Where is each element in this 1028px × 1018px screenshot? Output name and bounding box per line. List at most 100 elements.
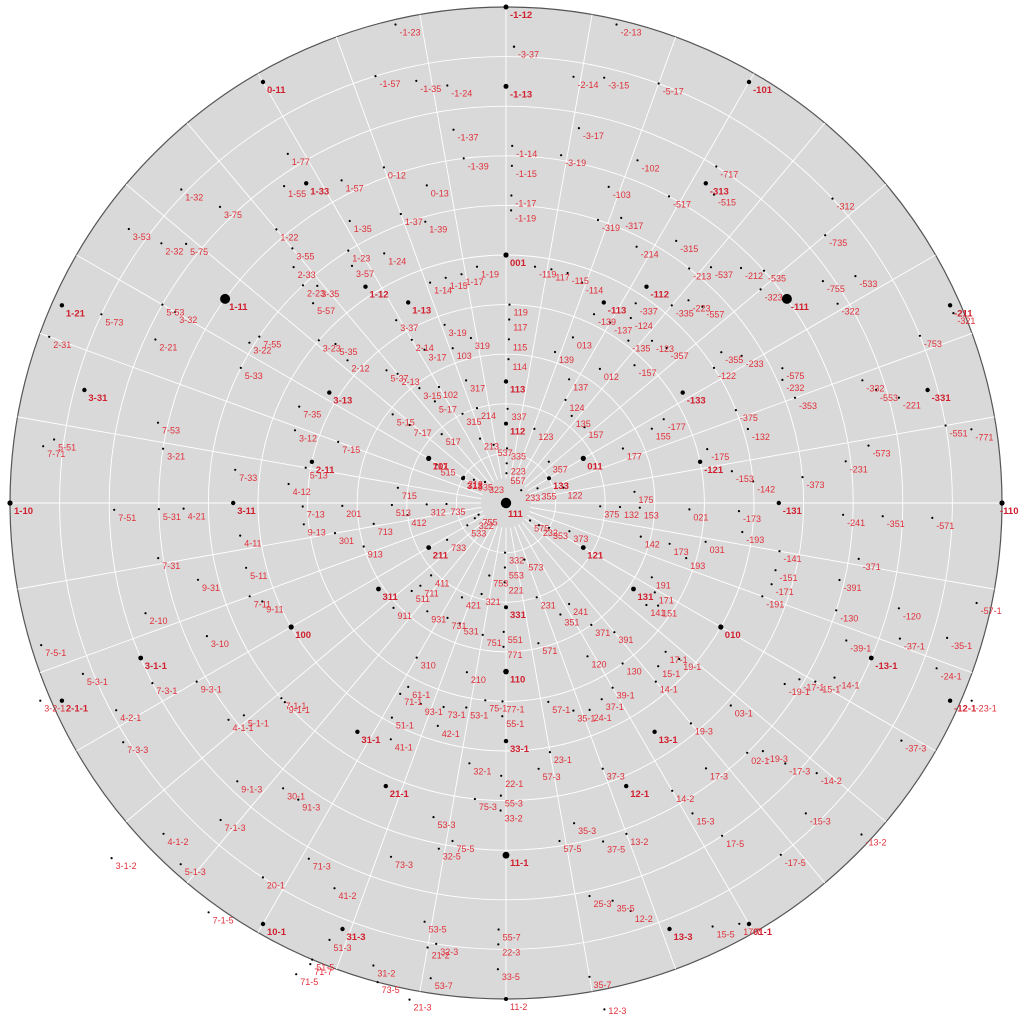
pole-label: 57-5 <box>564 844 582 854</box>
pole-label: 5-1-3 <box>185 867 206 877</box>
pole-label: -14-2 <box>821 776 842 786</box>
pole-marker <box>776 500 781 506</box>
pole-marker <box>572 75 575 78</box>
pole-marker <box>975 601 978 605</box>
pole-marker <box>236 780 239 783</box>
pole-label: 553 <box>509 571 524 581</box>
pole-label: -735 <box>829 238 847 248</box>
pole-marker <box>548 751 552 754</box>
pole-label: 103 <box>457 351 472 361</box>
pole-label: 9-31 <box>202 583 220 593</box>
pole-label: 51-1 <box>396 721 414 731</box>
pole-marker <box>425 503 428 506</box>
pole-label: 151 <box>662 609 677 619</box>
pole-marker <box>234 468 237 471</box>
pole-marker <box>328 938 331 942</box>
grid-radial-line <box>335 526 498 970</box>
pole-label: -753 <box>924 339 942 349</box>
pole-marker <box>898 637 902 640</box>
pole-label: 371 <box>595 628 610 638</box>
pole-marker <box>53 438 56 441</box>
pole-label: 102 <box>443 390 458 400</box>
pole-marker <box>508 318 511 321</box>
pole-label: 17-1 <box>670 655 688 665</box>
pole-marker <box>451 347 454 350</box>
pole-marker <box>627 339 630 342</box>
pole-marker <box>688 267 691 270</box>
pole-marker <box>925 387 930 393</box>
pole-label: 421 <box>466 600 481 610</box>
pole-marker <box>488 574 491 577</box>
pole-label: -131 <box>783 506 803 517</box>
pole-marker <box>590 623 593 627</box>
pole-marker <box>340 179 343 182</box>
grid-radial-line <box>530 416 995 500</box>
pole-marker <box>730 470 734 473</box>
pole-marker <box>621 662 624 665</box>
pole-label: 5-31 <box>163 512 181 522</box>
pole-marker <box>580 455 586 461</box>
pole-label: -193 <box>746 535 764 545</box>
pole-label: -332 <box>866 383 884 393</box>
pole-label: -124 <box>635 321 653 331</box>
pole-label: 711 <box>424 589 438 599</box>
pole-label: 753 <box>493 579 508 589</box>
pole-label: -17-3 <box>789 767 810 777</box>
pole-marker <box>443 323 446 326</box>
pole-label: 7-55 <box>263 340 281 350</box>
pole-label: 357 <box>553 465 568 475</box>
pole-label: 2-23 <box>307 288 325 298</box>
pole-label: -1-13 <box>510 89 532 100</box>
pole-label: 010 <box>725 630 741 641</box>
pole-marker <box>602 840 605 843</box>
grid-radial-line <box>335 36 498 480</box>
pole-label: 4-1-1 <box>233 723 254 733</box>
pole-label: 1-57 <box>346 183 364 193</box>
pole-marker <box>759 288 762 291</box>
pole-marker <box>662 418 665 421</box>
pole-marker <box>650 576 653 579</box>
pole-marker <box>737 510 741 513</box>
pole-marker <box>337 440 340 443</box>
pole-marker <box>701 305 704 308</box>
pole-label: -223 <box>693 303 711 313</box>
pole-marker <box>631 586 636 592</box>
pole-marker <box>220 293 231 304</box>
pole-marker <box>418 387 421 390</box>
pole-label: 12-3 <box>608 1006 626 1016</box>
pole-label: 715 <box>402 491 417 501</box>
pole-label: -371 <box>863 562 881 572</box>
pole-label: 1-39 <box>429 225 447 235</box>
grid-radial-line <box>521 521 826 884</box>
pole-label: 1-13 <box>412 305 431 316</box>
pole-label: -1-19 <box>515 213 536 223</box>
pole-marker <box>460 273 463 276</box>
pole-marker <box>196 578 200 581</box>
pole-marker <box>302 523 305 526</box>
pole-marker <box>947 698 953 703</box>
pole-label: 3-57 <box>356 269 374 279</box>
pole-label: 315 <box>467 417 482 427</box>
pole-label: 355 <box>542 491 557 501</box>
pole-label: 37-3 <box>607 772 625 782</box>
pole-label: -111 <box>791 302 810 313</box>
pole-marker <box>248 341 251 344</box>
pole-label: 132 <box>624 510 639 520</box>
pole-label: -351 <box>887 519 905 529</box>
pole-label: -24-1 <box>941 671 962 681</box>
pole-marker <box>430 574 433 577</box>
pole-label: -321 <box>957 316 975 326</box>
pole-label: 212 <box>468 480 483 490</box>
pole-marker <box>857 557 860 561</box>
pole-marker <box>761 750 765 753</box>
pole-label: 4-21 <box>188 512 206 522</box>
pole-label: 713 <box>378 527 393 537</box>
pole-marker <box>793 396 797 399</box>
grid-radial-line <box>76 254 485 491</box>
pole-marker <box>460 596 464 599</box>
pole-marker <box>334 342 337 346</box>
pole-label: -322 <box>842 307 860 317</box>
pole-marker <box>721 834 724 837</box>
pole-label: -119 <box>539 270 556 280</box>
